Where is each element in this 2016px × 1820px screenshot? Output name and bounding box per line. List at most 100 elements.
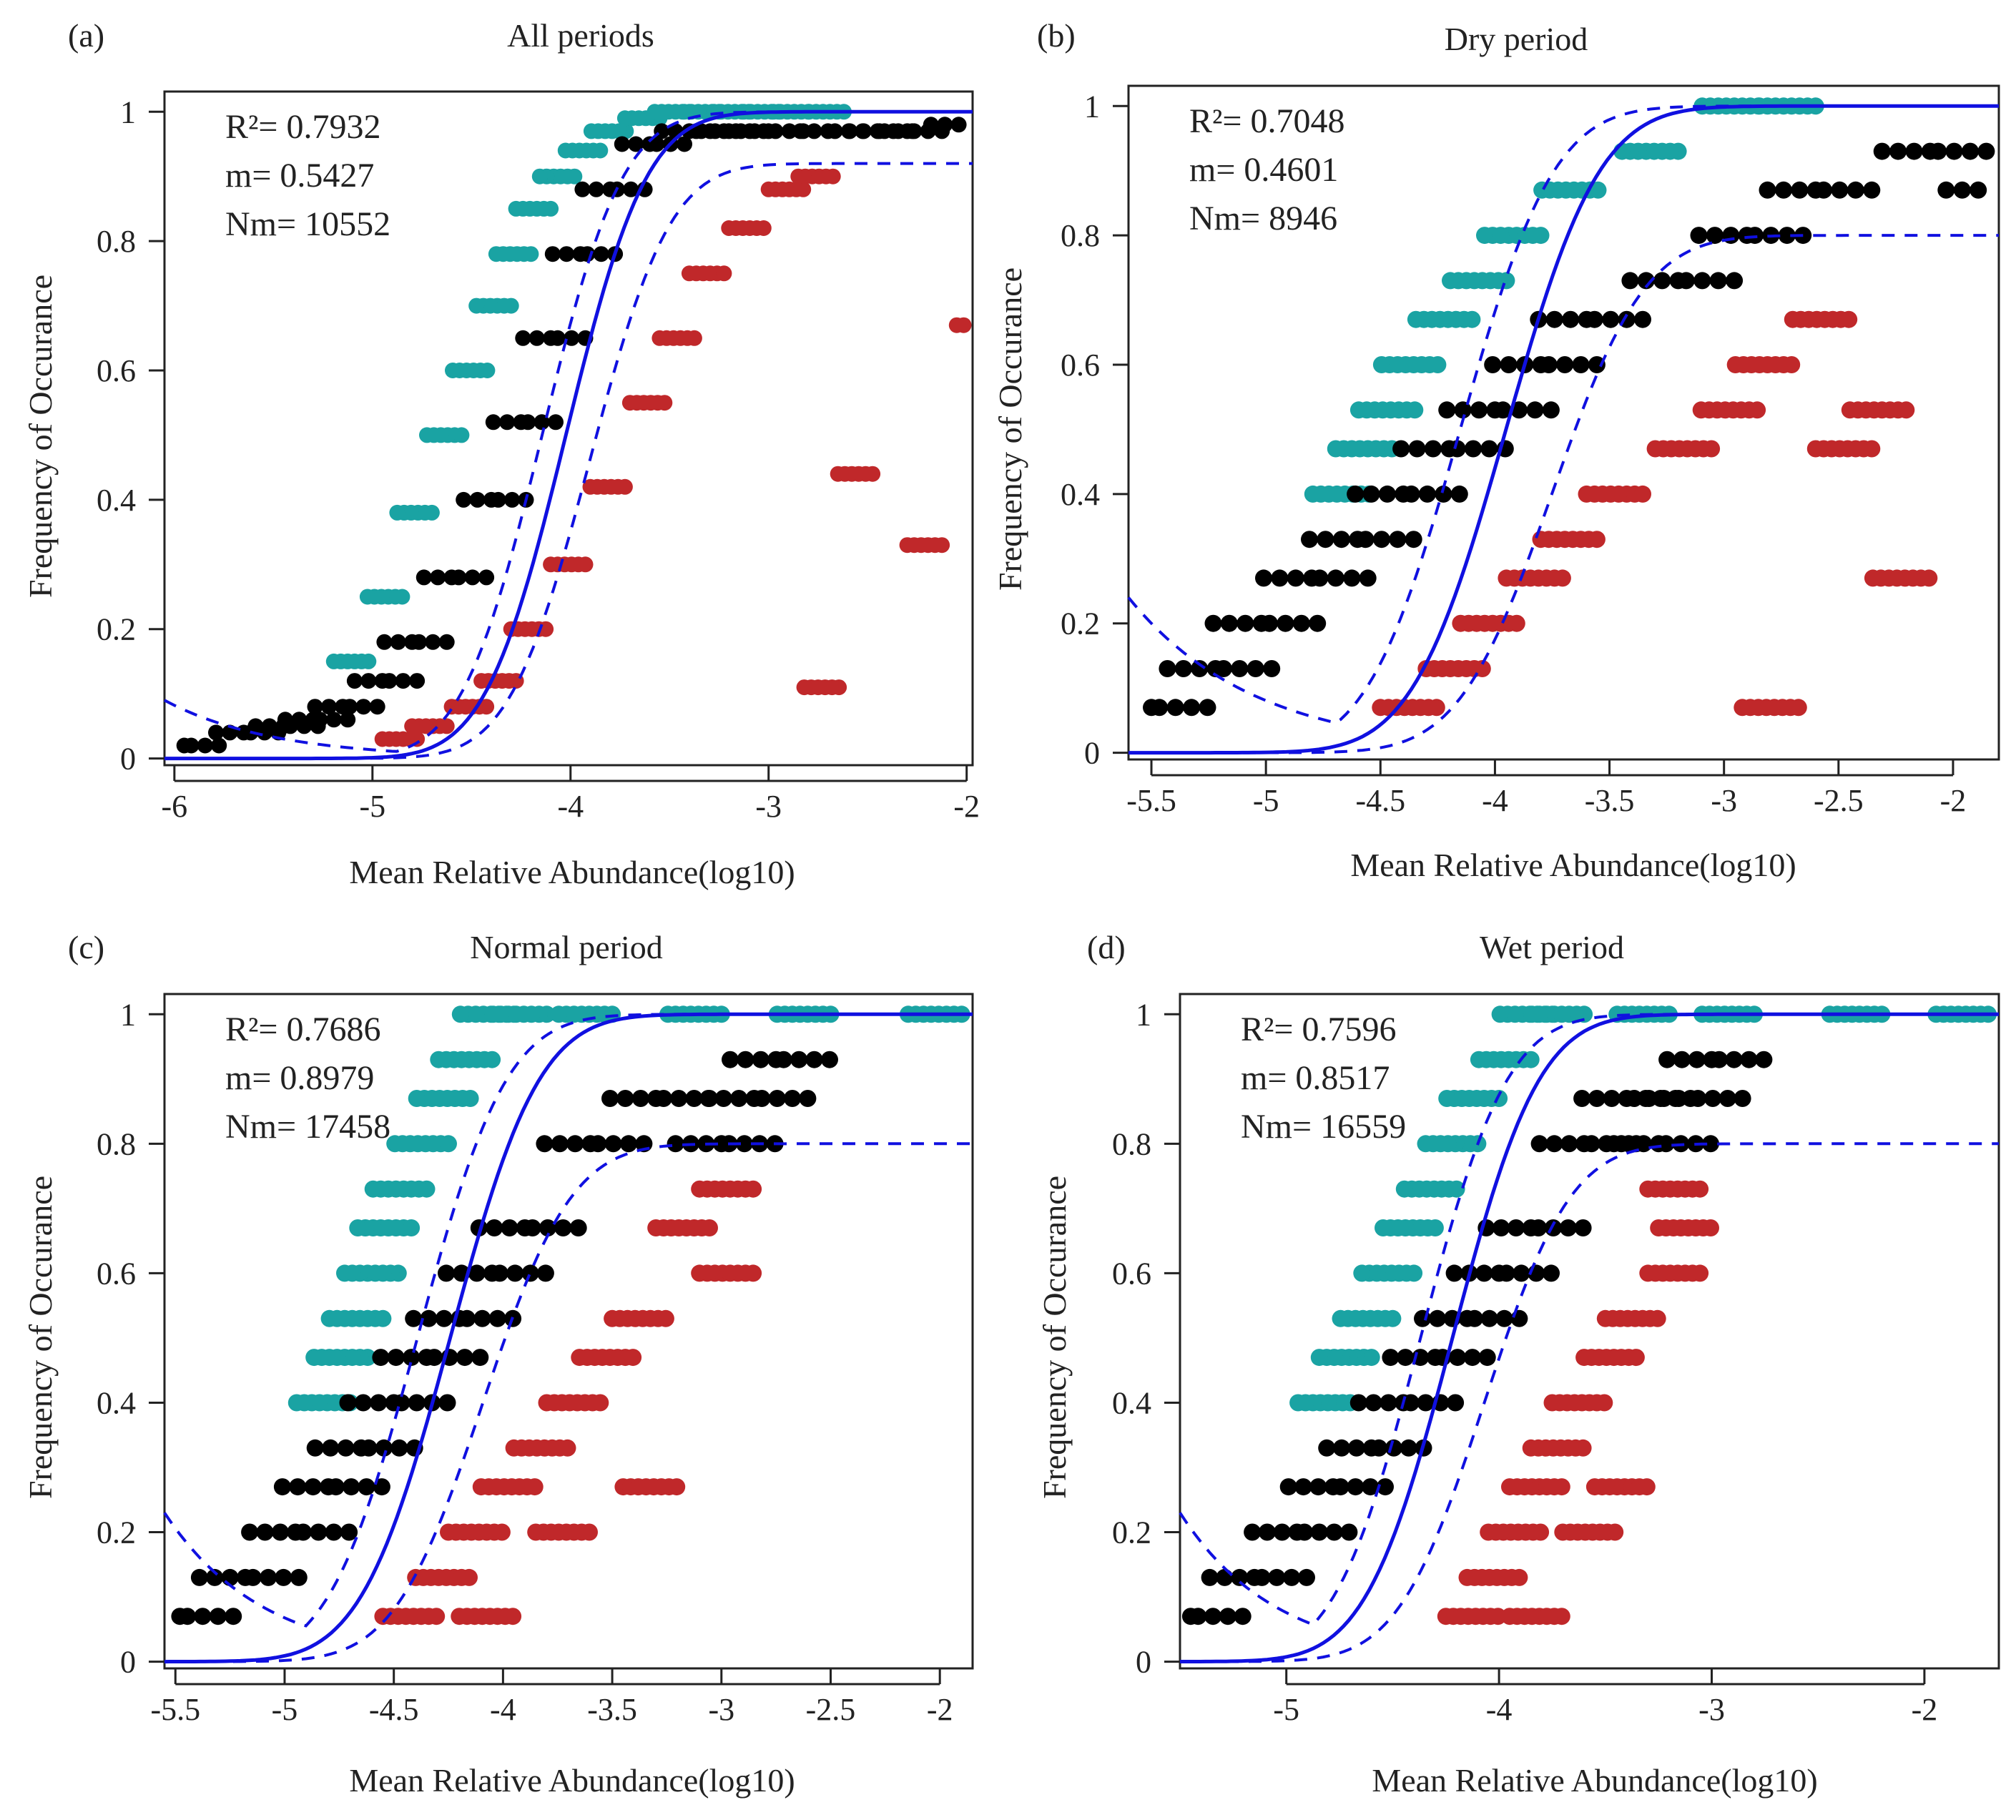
point-neutral bbox=[1704, 1090, 1721, 1107]
point-below bbox=[1606, 1523, 1624, 1541]
point-above bbox=[1438, 1090, 1456, 1107]
panel-a-xlabel: Mean Relative Abundance(log10) bbox=[349, 854, 795, 890]
point-neutral bbox=[339, 1394, 357, 1412]
x-tick-label: -2.5 bbox=[806, 1692, 856, 1727]
point-neutral bbox=[579, 246, 596, 262]
point-neutral bbox=[1268, 1568, 1286, 1586]
point-neutral bbox=[241, 1523, 259, 1541]
point-neutral bbox=[1718, 1090, 1736, 1107]
point-neutral bbox=[792, 123, 808, 139]
point-neutral bbox=[1585, 310, 1603, 328]
point-neutral bbox=[1201, 1568, 1219, 1586]
point-below bbox=[526, 1478, 544, 1496]
point-neutral bbox=[1189, 1608, 1207, 1625]
x-tick-label: -5 bbox=[1253, 783, 1279, 818]
x-tick-label: -2 bbox=[927, 1692, 953, 1727]
point-neutral bbox=[649, 136, 665, 152]
point-neutral bbox=[1873, 142, 1891, 160]
point-above bbox=[1304, 485, 1322, 503]
point-neutral bbox=[1970, 181, 1987, 199]
point-neutral bbox=[420, 1309, 438, 1327]
point-neutral bbox=[179, 1608, 197, 1625]
point-above bbox=[583, 123, 599, 139]
point-neutral bbox=[1690, 227, 1708, 245]
y-tick-label: 1 bbox=[120, 94, 136, 129]
point-above bbox=[1395, 1180, 1413, 1198]
point-below bbox=[581, 1523, 598, 1541]
point-neutral bbox=[569, 1219, 587, 1236]
point-neutral bbox=[1602, 310, 1620, 328]
point-above bbox=[336, 1264, 353, 1282]
point-above bbox=[1523, 1005, 1541, 1023]
point-neutral bbox=[416, 569, 432, 586]
point-above bbox=[1349, 401, 1367, 419]
point-below bbox=[1863, 440, 1881, 458]
point-neutral bbox=[376, 634, 393, 650]
point-neutral bbox=[1634, 310, 1651, 328]
point-neutral bbox=[654, 1090, 672, 1107]
point-neutral bbox=[373, 1478, 390, 1496]
y-tick-label: 1 bbox=[1136, 997, 1151, 1032]
point-neutral bbox=[1362, 1478, 1380, 1496]
point-above bbox=[1491, 1005, 1509, 1023]
point-below bbox=[825, 168, 841, 185]
point-neutral bbox=[1475, 1264, 1493, 1282]
point-neutral bbox=[1937, 181, 1955, 199]
point-below bbox=[1638, 1478, 1656, 1496]
point-neutral bbox=[1689, 1090, 1707, 1107]
point-neutral bbox=[1510, 401, 1528, 419]
point-neutral bbox=[1635, 1135, 1653, 1153]
upper-ci-line bbox=[164, 110, 973, 753]
point-below bbox=[1532, 1523, 1550, 1541]
point-neutral bbox=[536, 1135, 554, 1153]
point-neutral bbox=[588, 181, 604, 197]
point-below bbox=[755, 220, 772, 236]
point-neutral bbox=[1495, 1309, 1513, 1327]
point-neutral bbox=[1340, 1523, 1358, 1541]
point-neutral bbox=[1317, 531, 1334, 549]
point-neutral bbox=[225, 1608, 242, 1625]
point-neutral bbox=[291, 712, 308, 728]
point-above bbox=[550, 1005, 568, 1023]
point-neutral bbox=[390, 634, 406, 650]
point-neutral bbox=[369, 699, 385, 715]
point-neutral bbox=[273, 1478, 291, 1496]
point-below bbox=[577, 556, 594, 573]
point-neutral bbox=[805, 1051, 823, 1068]
point-neutral bbox=[1372, 531, 1390, 549]
point-below bbox=[955, 317, 972, 333]
point-neutral bbox=[1560, 1135, 1578, 1153]
plot-frame bbox=[163, 993, 974, 1670]
point-above bbox=[508, 200, 524, 217]
point-neutral bbox=[190, 1568, 208, 1586]
point-neutral bbox=[1620, 1135, 1638, 1153]
point-neutral bbox=[325, 712, 342, 728]
point-neutral bbox=[1740, 1051, 1758, 1068]
point-below bbox=[559, 1439, 576, 1457]
point-neutral bbox=[589, 1135, 607, 1153]
point-below bbox=[657, 1309, 674, 1327]
point-neutral bbox=[1362, 485, 1380, 503]
y-tick-label: 0.2 bbox=[97, 612, 136, 647]
point-above bbox=[359, 589, 375, 605]
point-neutral bbox=[1311, 569, 1329, 587]
x-tick-label: -3.5 bbox=[587, 1692, 637, 1727]
point-neutral bbox=[208, 724, 224, 741]
point-neutral bbox=[1688, 1051, 1706, 1068]
point-neutral bbox=[1263, 660, 1281, 677]
point-neutral bbox=[1726, 272, 1744, 290]
point-neutral bbox=[469, 491, 486, 508]
point-neutral bbox=[1301, 531, 1318, 549]
point-below bbox=[1553, 569, 1571, 587]
point-neutral bbox=[781, 123, 797, 139]
y-tick-label: 0.4 bbox=[1112, 1385, 1151, 1420]
point-neutral bbox=[1507, 1219, 1525, 1236]
x-tick-label: -2.5 bbox=[1814, 783, 1864, 818]
point-neutral bbox=[261, 718, 277, 734]
point-neutral bbox=[1478, 1349, 1496, 1367]
point-above bbox=[646, 104, 663, 120]
point-below bbox=[461, 1568, 478, 1586]
panel-a-label: (a) bbox=[68, 17, 104, 54]
point-neutral bbox=[906, 123, 923, 139]
point-neutral bbox=[1706, 227, 1724, 245]
